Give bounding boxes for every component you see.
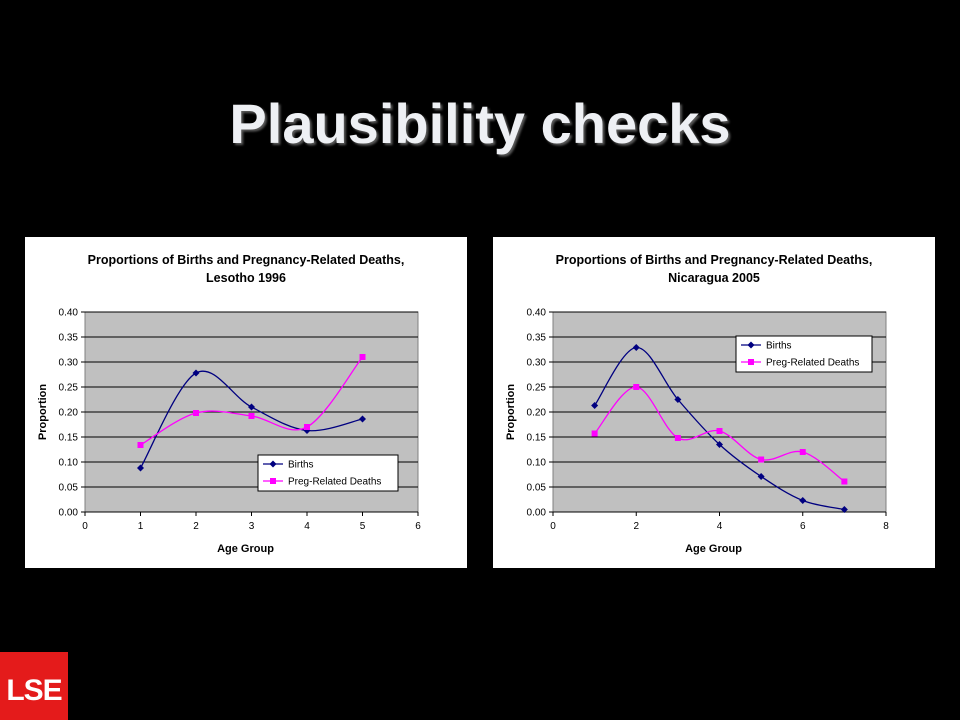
data-point-births xyxy=(591,402,599,409)
chart-title-line: Lesotho 1996 xyxy=(206,271,286,285)
chart-title-line: Proportions of Births and Pregnancy-Rela… xyxy=(88,253,405,267)
x-tick-label: 6 xyxy=(415,521,421,532)
data-point-preg-related-deaths xyxy=(359,354,366,360)
y-axis-label: Proportion xyxy=(37,384,49,440)
y-tick-label: 0.10 xyxy=(59,458,79,469)
data-point-births xyxy=(840,506,848,513)
chart-nicaragua-svg: Proportions of Births and Pregnancy-Rela… xyxy=(505,253,889,555)
y-tick-label: 0.35 xyxy=(59,333,79,344)
x-tick-label: 0 xyxy=(82,521,88,532)
legend-swatch-marker xyxy=(748,359,754,365)
data-point-births xyxy=(799,497,807,504)
legend-swatch-marker xyxy=(747,341,755,349)
data-point-preg-related-deaths xyxy=(799,449,806,455)
data-point-preg-related-deaths xyxy=(633,384,640,390)
x-tick-label: 3 xyxy=(249,521,255,532)
data-point-preg-related-deaths xyxy=(674,435,681,441)
y-tick-label: 0.25 xyxy=(59,383,79,394)
y-tick-label: 0.15 xyxy=(59,433,79,444)
legend-label: Births xyxy=(288,460,314,471)
data-point-births xyxy=(716,441,723,448)
legend-label: Preg-Related Deaths xyxy=(766,358,859,369)
y-tick-label: 0.40 xyxy=(527,308,547,319)
x-tick-label: 0 xyxy=(550,521,556,532)
data-point-births xyxy=(674,396,682,403)
data-point-preg-related-deaths xyxy=(137,442,144,448)
data-point-births xyxy=(248,403,255,411)
x-tick-label: 2 xyxy=(193,521,199,532)
data-point-preg-related-deaths xyxy=(591,430,598,437)
data-point-preg-related-deaths xyxy=(248,413,255,419)
x-tick-label: 8 xyxy=(883,521,889,532)
lse-logo-text: LSE xyxy=(6,674,61,707)
y-tick-label: 0.30 xyxy=(527,358,547,369)
chart-title-line: Proportions of Births and Pregnancy-Rela… xyxy=(556,253,873,267)
x-tick-label: 1 xyxy=(138,521,144,532)
chart-lesotho: Proportions of Births and Pregnancy-Rela… xyxy=(25,237,467,568)
y-tick-label: 0.20 xyxy=(59,408,79,419)
lse-logo: LSE xyxy=(0,652,68,720)
chart-legend: Births Preg-Related Deaths xyxy=(257,454,399,492)
legend-label: Births xyxy=(766,341,792,352)
y-axis-label: Proportion xyxy=(505,384,517,440)
slide-title: Plausibility checks xyxy=(229,92,731,155)
data-point-births xyxy=(137,464,144,472)
data-point-preg-related-deaths xyxy=(841,478,848,485)
data-point-births xyxy=(192,369,200,377)
legend-box xyxy=(735,335,873,373)
x-tick-label: 2 xyxy=(633,521,639,532)
x-axis-label: Age Group xyxy=(685,543,742,555)
y-tick-label: 0.00 xyxy=(59,508,79,519)
data-point-preg-related-deaths xyxy=(193,410,199,416)
y-tick-label: 0.35 xyxy=(527,333,547,344)
data-point-preg-related-deaths xyxy=(758,456,765,463)
data-point-preg-related-deaths xyxy=(304,424,310,430)
y-tick-label: 0.40 xyxy=(59,308,79,319)
chart-lesotho-svg: Proportions of Births and Pregnancy-Rela… xyxy=(37,253,421,555)
chart-title-line: Nicaragua 2005 xyxy=(668,271,760,285)
y-tick-label: 0.05 xyxy=(527,483,547,494)
y-tick-label: 0.05 xyxy=(59,483,79,494)
data-point-preg-related-deaths xyxy=(716,428,723,434)
legend-swatch-marker xyxy=(269,460,277,468)
y-tick-label: 0.10 xyxy=(527,458,547,469)
data-point-births xyxy=(757,473,765,480)
legend-label: Preg-Related Deaths xyxy=(288,477,381,488)
data-point-births xyxy=(632,344,640,351)
legend-swatch-marker xyxy=(270,478,276,484)
y-tick-label: 0.20 xyxy=(527,408,547,419)
y-tick-label: 0.30 xyxy=(59,358,79,369)
x-tick-label: 5 xyxy=(360,521,366,532)
lse-logo-mark: LSE xyxy=(6,674,62,707)
chart-legend: Births Preg-Related Deaths xyxy=(735,335,873,373)
y-tick-label: 0.25 xyxy=(527,383,547,394)
x-axis-label: Age Group xyxy=(217,543,274,555)
legend-box xyxy=(257,454,399,492)
x-tick-label: 6 xyxy=(800,521,806,532)
chart-nicaragua: Proportions of Births and Pregnancy-Rela… xyxy=(493,237,935,568)
x-tick-label: 4 xyxy=(717,521,723,532)
y-tick-label: 0.15 xyxy=(527,433,547,444)
x-tick-label: 4 xyxy=(304,521,310,532)
y-tick-label: 0.00 xyxy=(527,508,547,519)
series-line-births xyxy=(139,370,363,469)
data-point-births xyxy=(359,415,366,423)
